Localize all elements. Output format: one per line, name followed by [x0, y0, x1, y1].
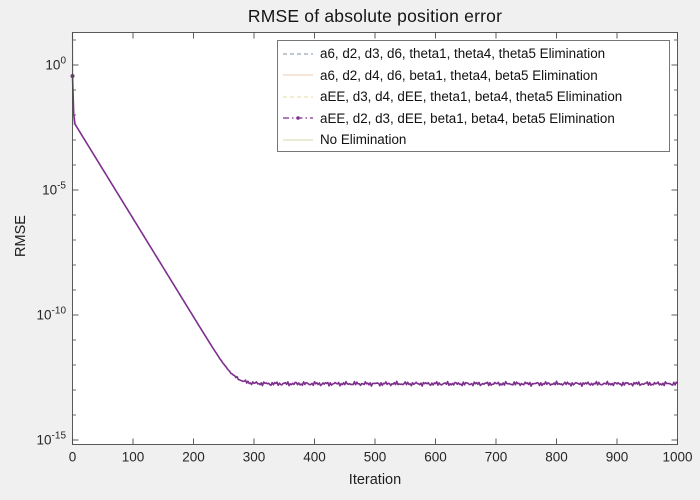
- x-tick-label: 900: [606, 450, 629, 465]
- x-tick-label: 400: [303, 450, 326, 465]
- legend-marker-dot: [296, 116, 300, 121]
- legend-item: aEE, d2, d3, dEE, beta1, beta4, beta5 El…: [282, 108, 669, 130]
- legend-sample-line: [283, 53, 313, 55]
- x-tick-label: 700: [485, 450, 508, 465]
- legend-label: aEE, d3, d4, dEE, theta1, beta4, theta5 …: [320, 89, 623, 105]
- x-tick-label: 800: [545, 450, 568, 465]
- y-tick-label: 100: [45, 56, 66, 73]
- x-tick-label: 100: [122, 450, 145, 465]
- x-tick-label: 200: [182, 450, 205, 465]
- legend-label: aEE, d2, d3, dEE, beta1, beta4, beta5 El…: [320, 110, 615, 126]
- x-tick-label: 0: [69, 450, 77, 465]
- main-curve: [71, 75, 679, 388]
- x-tick-label: 600: [424, 450, 447, 465]
- legend: a6, d2, d3, d6, theta1, theta4, theta5 E…: [277, 40, 670, 152]
- legend-sample-line: [283, 139, 313, 141]
- y-tick-label: 10-15: [37, 431, 67, 448]
- legend-label: a6, d2, d4, d6, beta1, theta4, beta5 Eli…: [320, 67, 598, 83]
- y-tick-label: 10-10: [37, 306, 67, 323]
- x-tick-label: 300: [243, 450, 266, 465]
- legend-label: a6, d2, d3, d6, theta1, theta4, theta5 E…: [320, 46, 606, 62]
- chart-title: RMSE of absolute position error: [247, 6, 503, 26]
- legend-item: No Elimination: [282, 129, 669, 151]
- x-axis-label: Iteration: [348, 472, 402, 488]
- x-tick-label: 500: [364, 450, 387, 465]
- legend-item: aEE, d3, d4, dEE, theta1, beta4, theta5 …: [282, 86, 669, 108]
- legend-sample-line: [283, 74, 313, 76]
- legend-item: a6, d2, d3, d6, theta1, theta4, theta5 E…: [282, 43, 669, 65]
- legend-sample-line: [283, 116, 313, 121]
- legend-item: a6, d2, d4, d6, beta1, theta4, beta5 Eli…: [282, 65, 669, 87]
- y-tick-label: 10-5: [42, 181, 66, 198]
- legend-sample-line: [283, 96, 313, 98]
- legend-label: No Elimination: [320, 132, 407, 148]
- x-tick-label: 1000: [662, 450, 692, 465]
